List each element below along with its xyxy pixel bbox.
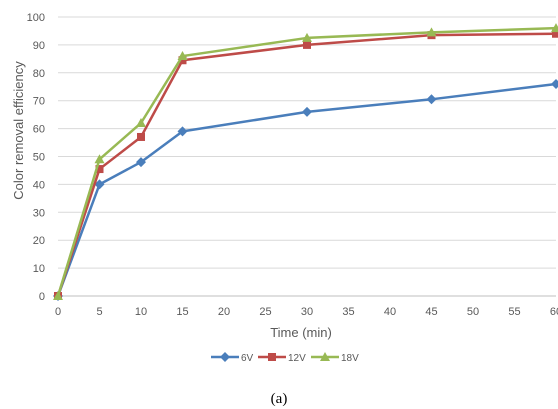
- data-point-12V-10: [137, 132, 145, 141]
- x-tick-label-40: 40: [384, 306, 396, 318]
- series-line-18V: [56, 26, 557, 297]
- x-tick-label-15: 15: [176, 306, 188, 318]
- x-tick-label-20: 20: [218, 306, 230, 318]
- y-axis-ticks: 0 10 20 30 40 50 60 70 80 90 100: [27, 12, 45, 303]
- legend-marker-12V: [268, 353, 276, 361]
- data-point-6V-60: [551, 78, 558, 89]
- data-point-18V-10: [136, 118, 146, 128]
- y-tick-label-40: 40: [33, 179, 45, 191]
- series-12V: [54, 29, 558, 300]
- data-point-18V-0: [53, 291, 63, 300]
- x-axis-ticks: 0 5 10 15 20 25 30 35 40 45 50 55 60: [55, 306, 558, 318]
- y-axis-title: Color removal efficiency: [11, 61, 26, 200]
- data-point-6V-30: [302, 106, 312, 117]
- y-tick-label-30: 30: [33, 207, 45, 219]
- data-point-12V-15: [178, 56, 187, 65]
- data-point-12V-30: [303, 40, 311, 49]
- data-point-6V-15: [177, 126, 188, 137]
- x-tick-label-30: 30: [301, 306, 313, 318]
- x-tick-label-25: 25: [259, 306, 271, 318]
- y-tick-label-10: 10: [33, 263, 45, 275]
- x-tick-label-45: 45: [425, 306, 437, 318]
- y-tick-label-60: 60: [33, 124, 45, 136]
- x-tick-label-10: 10: [135, 306, 147, 318]
- legend-label-12V: 12V: [288, 353, 306, 364]
- x-tick-label-60: 60: [550, 306, 558, 318]
- data-point-12V-5: [95, 165, 104, 174]
- legend-item-12V: 12V: [258, 353, 306, 364]
- data-point-6V-45: [426, 94, 437, 105]
- figure-caption: (a): [271, 391, 288, 407]
- data-point-18V-60: [551, 23, 558, 33]
- y-tick-label-100: 100: [27, 12, 45, 24]
- data-point-6V-10: [136, 157, 146, 168]
- legend-marker-6V: [220, 352, 230, 362]
- x-tick-label-55: 55: [508, 306, 520, 318]
- data-point-6V-5: [94, 179, 105, 190]
- legend: 6V 12V 18V: [211, 352, 359, 364]
- y-tick-label-50: 50: [33, 152, 45, 164]
- legend-marker-18V: [320, 352, 330, 361]
- y-tick-label-20: 20: [33, 235, 45, 247]
- legend-item-18V: 18V: [311, 352, 359, 364]
- data-point-18V-15: [177, 51, 188, 61]
- data-point-12V-60: [552, 29, 558, 38]
- series-18V: [53, 23, 558, 300]
- x-tick-label-35: 35: [342, 306, 354, 318]
- y-tick-label-0: 0: [39, 291, 45, 303]
- data-point-18V-45: [426, 27, 437, 37]
- x-tick-label-5: 5: [96, 306, 102, 318]
- y-tick-label-90: 90: [33, 40, 45, 52]
- data-point-18V-5: [94, 154, 105, 164]
- y-tick-label-80: 80: [33, 68, 45, 80]
- data-point-18V-30: [302, 32, 312, 42]
- x-axis-title: Time (min): [270, 325, 332, 340]
- legend-label-18V: 18V: [341, 353, 359, 364]
- x-tick-label-0: 0: [55, 306, 61, 318]
- legend-label-6V: 6V: [241, 353, 254, 364]
- x-tick-label-50: 50: [467, 306, 479, 318]
- y-tick-label-70: 70: [33, 96, 45, 108]
- legend-item-6V: 6V: [211, 352, 254, 364]
- series-layer: [53, 23, 558, 301]
